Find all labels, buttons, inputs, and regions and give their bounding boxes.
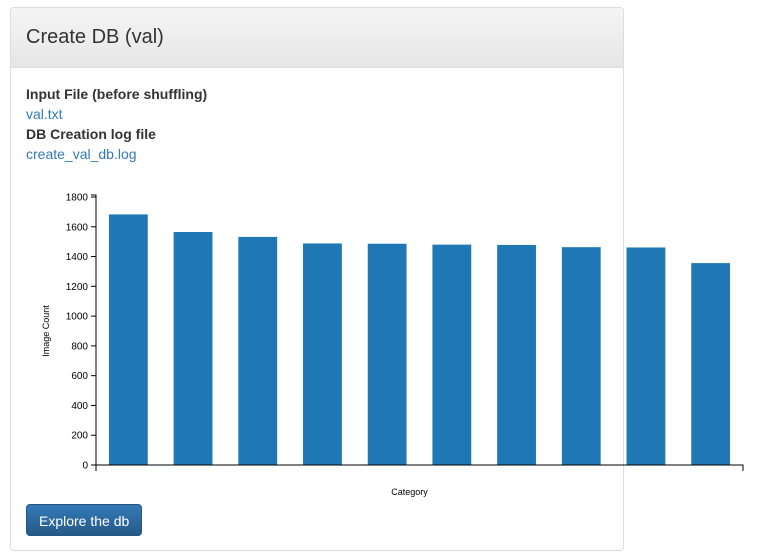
x-axis-line xyxy=(95,464,744,471)
y-tick-label: 600 xyxy=(71,371,88,382)
chart-bar xyxy=(108,214,148,465)
y-tick-label: 400 xyxy=(71,401,88,412)
y-axis-title: Image Count xyxy=(41,305,51,357)
input-file-label: Input File (before shuffling) xyxy=(26,86,208,102)
input-file-link[interactable]: val.txt xyxy=(26,106,63,122)
y-tick-label: 1800 xyxy=(66,193,89,204)
chart-bar xyxy=(626,247,666,465)
chart-bar xyxy=(691,263,731,465)
panel-heading: Create DB (val) xyxy=(11,8,623,68)
chart-bar xyxy=(238,236,278,465)
y-axis-line xyxy=(91,194,97,466)
panel-body: Input File (before shuffling) val.txt DB… xyxy=(11,68,623,164)
y-tick-label: 200 xyxy=(71,431,88,442)
create-db-panel: Create DB (val) Input File (before shuff… xyxy=(10,7,744,551)
chart-bar xyxy=(497,244,536,465)
chart-bar xyxy=(173,231,213,465)
log-file-label: DB Creation log file xyxy=(26,126,156,142)
y-tick-label: 800 xyxy=(71,341,88,352)
y-tick-label: 1600 xyxy=(66,222,89,233)
y-tick-label: 1200 xyxy=(66,282,89,293)
chart-bar xyxy=(432,244,472,465)
log-file-link[interactable]: create_val_db.log xyxy=(26,146,137,162)
chart-svg: 0 200 400 600 800 1000 1200 1400 1600 1800 Image C… xyxy=(41,193,744,497)
y-tick-label: 1400 xyxy=(66,252,89,263)
y-tick-label: 1000 xyxy=(66,312,89,323)
chart-bar xyxy=(561,247,601,465)
chart-bar xyxy=(303,243,342,465)
y-tick-label: 0 xyxy=(82,461,88,472)
explore-db-button[interactable]: Explore the db xyxy=(26,504,143,536)
chart-bar xyxy=(367,243,407,465)
x-axis-title: Category xyxy=(391,487,428,497)
panel-title: Create DB (val) xyxy=(26,26,164,48)
